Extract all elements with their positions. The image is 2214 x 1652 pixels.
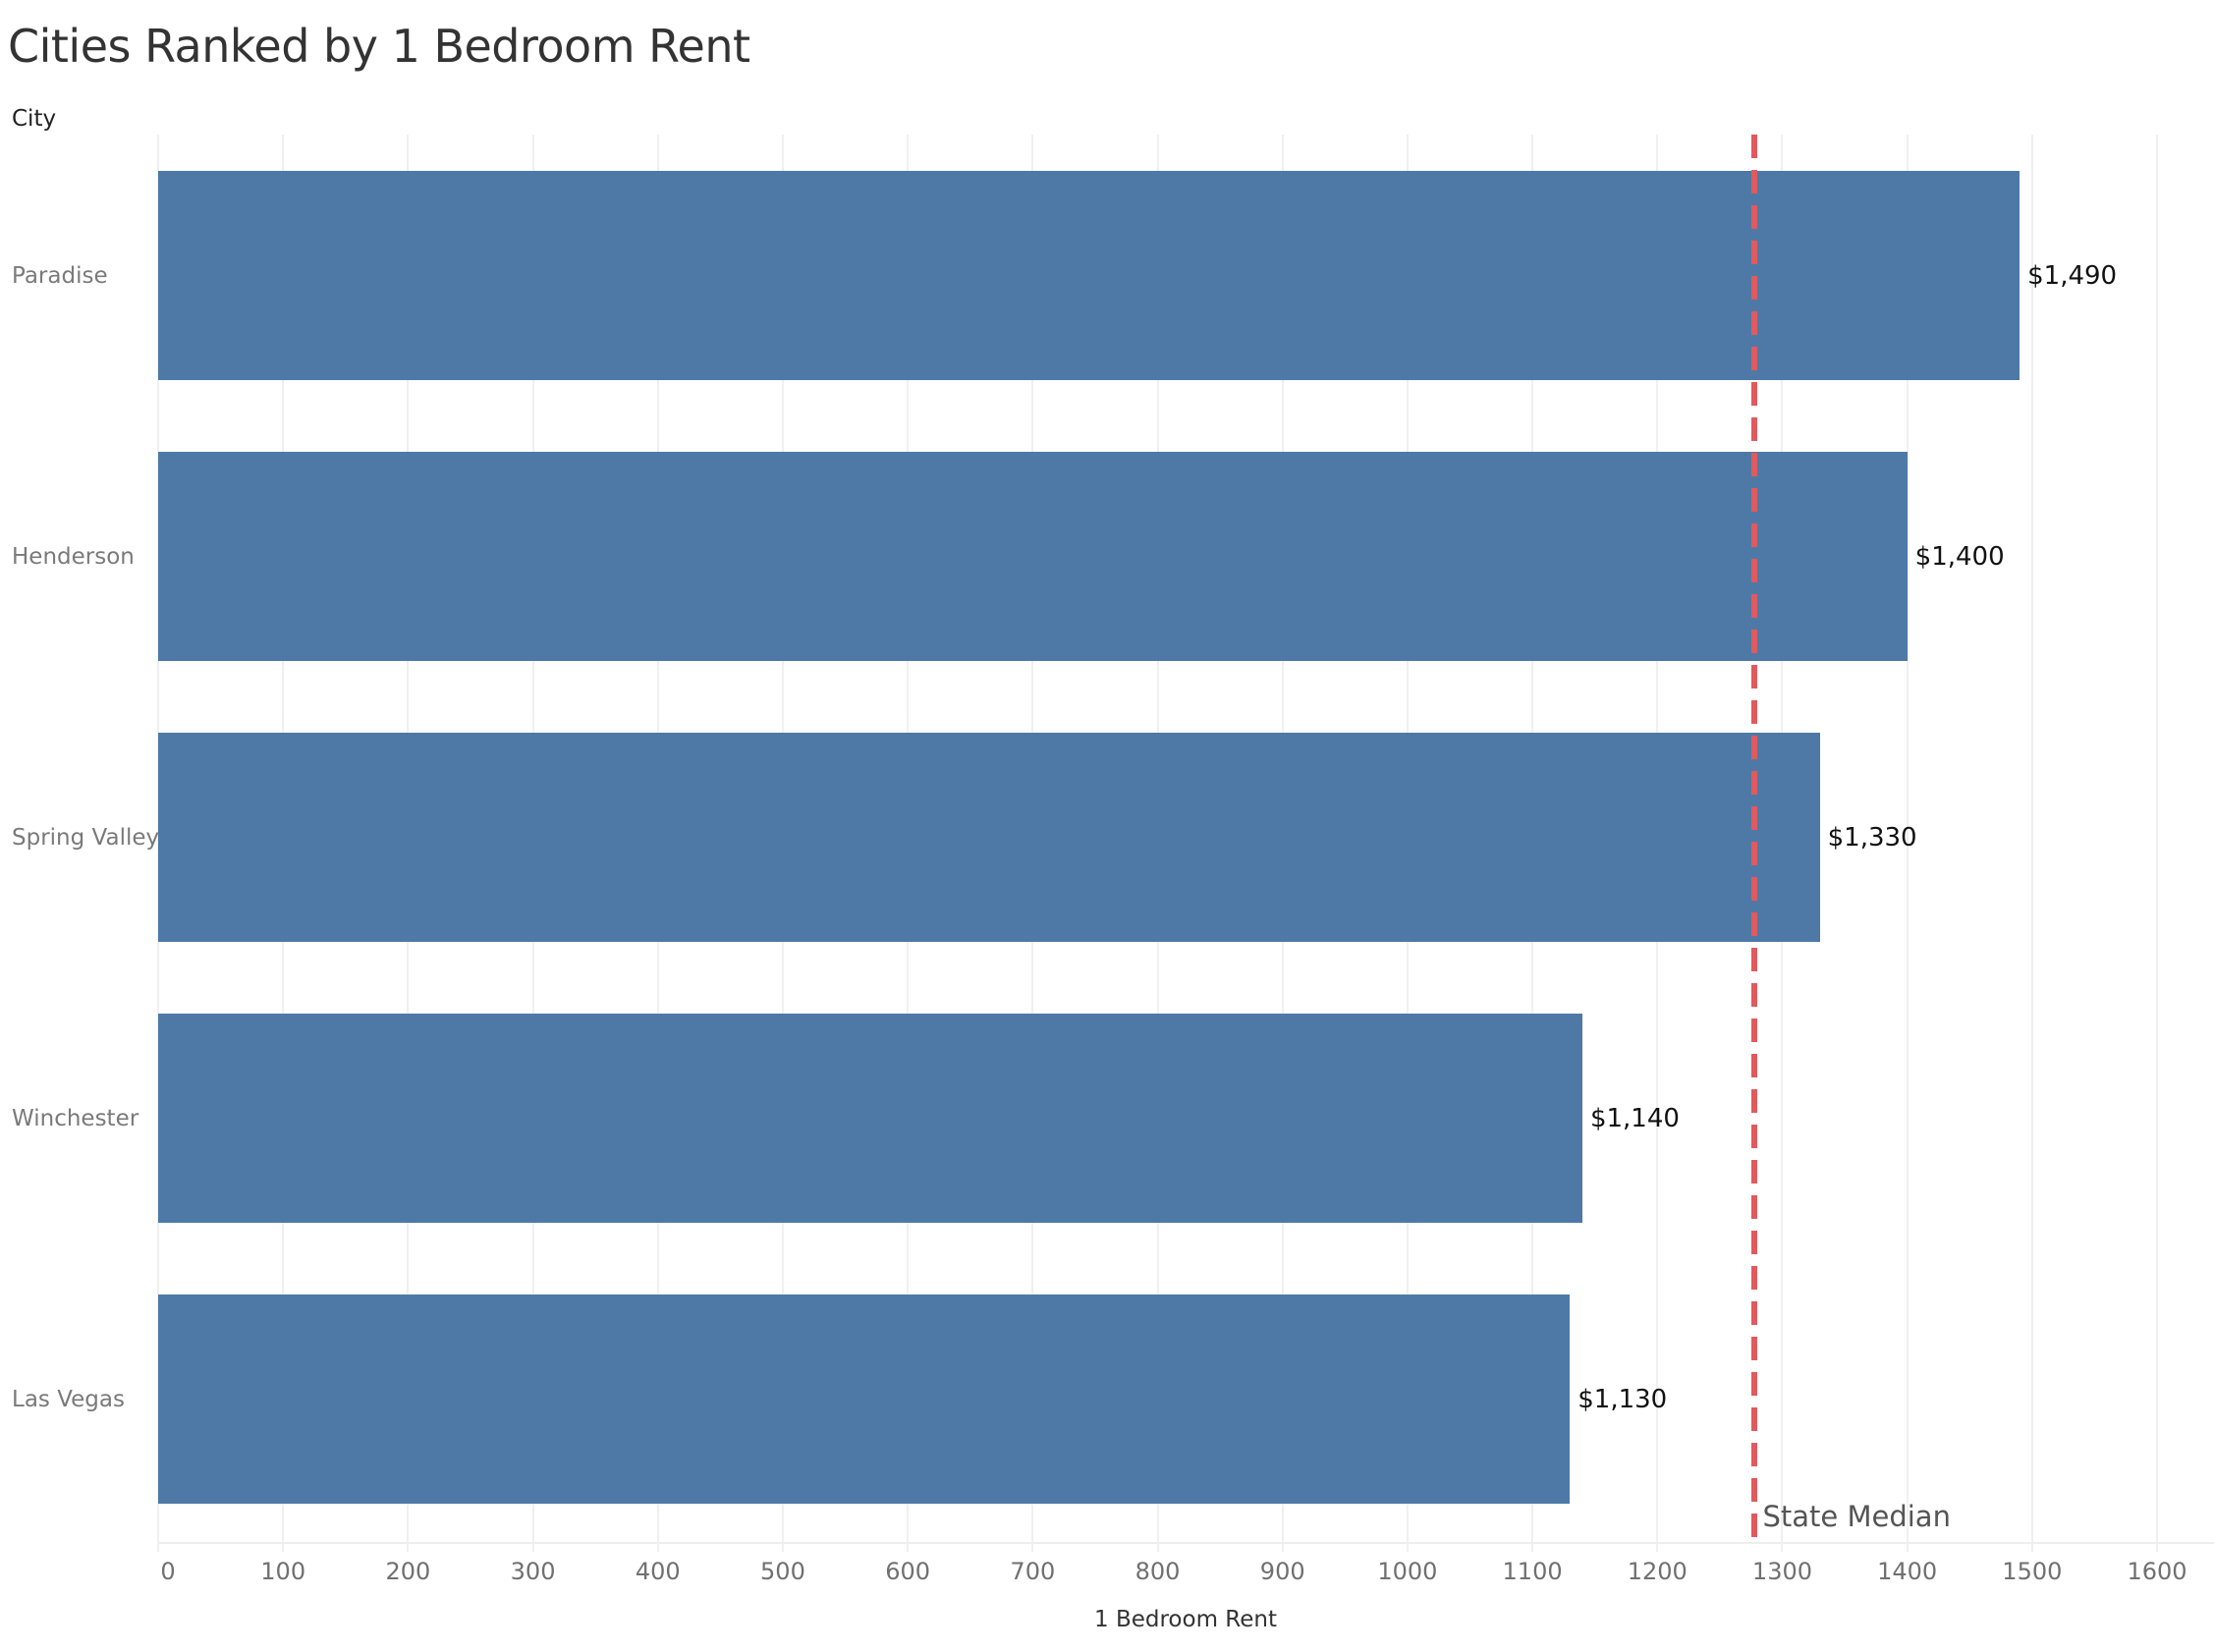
x-tick-label: 500	[760, 1558, 805, 1585]
bar-las-vegas[interactable]	[158, 1294, 1571, 1504]
x-tick-label: 600	[885, 1558, 931, 1585]
bar-winchester[interactable]	[158, 1014, 1582, 1223]
x-tick-label: 0	[160, 1558, 176, 1585]
bar-paradise[interactable]	[158, 171, 2020, 380]
x-tick-label: 1100	[1502, 1558, 1563, 1585]
state-median-label: State Median	[1762, 1500, 1951, 1533]
x-axis-line	[158, 1542, 2214, 1544]
value-label: $1,400	[1914, 541, 2005, 572]
gridline	[2156, 135, 2159, 1552]
x-tick-label: 200	[385, 1558, 431, 1585]
category-label: Las Vegas	[12, 1386, 125, 1412]
x-tick-label: 100	[260, 1558, 306, 1585]
value-label: $1,330	[1827, 822, 1917, 853]
x-tick-label: 800	[1135, 1558, 1181, 1585]
category-label: Paradise	[12, 262, 108, 289]
x-tick-label: 1300	[1751, 1558, 1813, 1585]
x-tick-label: 900	[1259, 1558, 1305, 1585]
x-tick-label: 700	[1010, 1558, 1056, 1585]
category-label: Spring Valley	[12, 824, 160, 851]
x-tick-label: 1200	[1627, 1558, 1688, 1585]
gridline	[1906, 135, 1909, 1552]
x-tick-label: 1600	[2127, 1558, 2187, 1585]
bar-spring-valley[interactable]	[158, 733, 1820, 942]
bar-henderson[interactable]	[158, 452, 1908, 661]
x-axis-title: 1 Bedroom Rent	[1094, 1607, 1277, 1632]
value-label: $1,490	[2027, 260, 2118, 291]
value-label: $1,140	[1589, 1103, 1680, 1133]
category-label: Henderson	[12, 543, 135, 570]
x-tick-label: 1400	[1877, 1558, 1938, 1585]
x-tick-label: 1000	[1377, 1558, 1438, 1585]
x-tick-label: 400	[635, 1558, 681, 1585]
chart-title: Cities Ranked by 1 Bedroom Rent	[8, 20, 750, 73]
x-tick-label: 300	[510, 1558, 556, 1585]
row-header-city: City	[12, 106, 57, 132]
x-tick-label: 1500	[2002, 1558, 2063, 1585]
value-label: $1,130	[1577, 1384, 1668, 1414]
gridline	[2030, 135, 2033, 1552]
state-median-reference-line	[1751, 135, 1758, 1543]
category-label: Winchester	[12, 1105, 139, 1131]
